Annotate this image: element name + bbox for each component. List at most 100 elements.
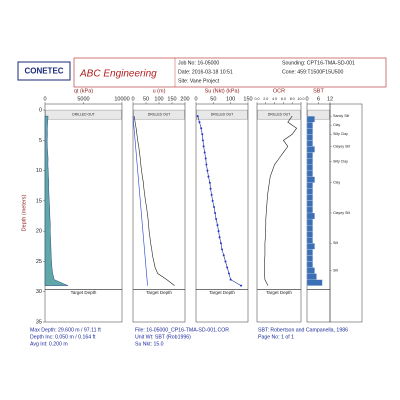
sbt-bar — [306, 255, 313, 262]
x-tick-label: 0.0 — [255, 97, 260, 101]
zone-label: Clayey Silt — [333, 144, 350, 148]
vane-point — [240, 284, 243, 287]
job: Job No: 16-05000 — [178, 60, 219, 66]
unit-wt: Unit Wt: SBT (Rob1996) — [135, 334, 191, 340]
sbt-bar — [306, 146, 315, 153]
sbt-ref: SBT: Robertson and Campanella, 1986 — [258, 327, 348, 333]
vane-point — [224, 260, 227, 263]
vane-point — [196, 115, 199, 118]
vane-point — [210, 193, 213, 196]
zone-label: Clay — [333, 181, 340, 185]
vane-point — [200, 127, 203, 130]
panel-title: OCR — [273, 88, 285, 94]
depth-tick-label: 30 — [36, 289, 42, 295]
target-label: Target Depth — [71, 290, 97, 295]
sbt-bar — [306, 218, 313, 226]
depth-tick-label: 10 — [36, 168, 42, 174]
vane-point — [206, 169, 209, 172]
x-tick-label: 2.0 — [263, 97, 268, 101]
sbt-bar — [306, 237, 313, 244]
vane-point — [213, 205, 216, 208]
vane-point — [208, 181, 211, 184]
date: Date: 2016-03-18 10:51 — [178, 69, 233, 75]
sbt-bar — [306, 231, 313, 238]
drilled-out-label: DRILLED OUT — [148, 112, 170, 116]
profile-line — [132, 116, 148, 286]
vane-point — [201, 139, 204, 142]
page-no: Page No: 1 of 1 — [258, 334, 294, 340]
sbt-bar — [306, 188, 313, 195]
vane-point — [211, 199, 214, 202]
depth-inc: Depth Inc: 0.050 m / 0.164 ft — [30, 334, 96, 340]
vane-point — [219, 242, 222, 245]
zone-label: Sandy Silt — [333, 114, 349, 118]
vane-point — [226, 266, 229, 269]
file: File: 16-05000_CP16-TMA-SD-001.COR — [135, 327, 229, 333]
sbt-bar — [306, 279, 323, 286]
vane-point — [217, 230, 220, 233]
vane-point — [227, 272, 230, 275]
panel — [256, 103, 302, 323]
su-nkt: Su Nkt: 15.0 — [135, 341, 164, 347]
panel-title: qt (kPa) — [74, 88, 93, 94]
zone-label: Silty Clay — [333, 159, 348, 163]
vane-point — [218, 236, 221, 239]
site: Site: Vane Project — [178, 78, 220, 84]
x-tick-label: 50 — [143, 96, 149, 102]
sounding: Sounding: CPT16-TMA-SD-001 — [282, 60, 355, 66]
x-tick-label: 0 — [131, 96, 134, 102]
drilled-out-label: DRILLED OUT — [211, 112, 233, 116]
x-tick-label: 50 — [210, 96, 216, 102]
vane-point — [216, 224, 219, 227]
sbt-bar — [306, 194, 313, 201]
panel-title: u (m) — [153, 88, 166, 94]
sbt-bar — [306, 249, 313, 256]
x-tick-label: 0 — [305, 96, 308, 102]
zone-label: Clay — [333, 123, 340, 127]
vane-point — [229, 278, 232, 281]
x-tick-label: 4.0 — [272, 97, 277, 101]
depth-tick-label: 5 — [39, 138, 42, 144]
sbt-bar — [306, 176, 315, 183]
logo-box — [17, 61, 71, 81]
zone-label: Silt — [333, 268, 338, 272]
drilled-out — [307, 109, 330, 120]
x-tick-label: 5000 — [77, 96, 89, 102]
x-tick-label: 100 — [154, 96, 163, 102]
x-tick-label: 0 — [194, 96, 197, 102]
vane-point — [203, 151, 206, 154]
sbt-bar — [306, 212, 315, 220]
vane-point — [198, 121, 201, 124]
x-tick-label: 150 — [167, 96, 176, 102]
vane-point — [204, 157, 207, 160]
qt-area — [44, 115, 69, 286]
zone-label: Silt — [333, 241, 338, 245]
profile-line — [134, 116, 175, 286]
drilled-out-label: DRILLED OUT — [72, 112, 94, 116]
sbt-bar — [306, 170, 313, 177]
company: ABC Engineering — [79, 69, 157, 80]
depth-tick-label: 35 — [36, 319, 42, 325]
vane-point — [222, 254, 225, 257]
drilled-out — [257, 109, 301, 120]
drilled-out — [133, 109, 185, 120]
x-tick-label: 10.0 — [298, 97, 305, 101]
target-label: Target Depth — [266, 290, 292, 295]
x-tick-label: 100 — [226, 96, 235, 102]
sbt-bar — [306, 243, 315, 250]
cone: Cone: 459:T1500F15U500 — [282, 69, 344, 75]
x-tick-label: 6 — [317, 96, 320, 102]
avg-int: Avg Int: 0.200 m — [30, 341, 68, 347]
sbt-bar — [306, 158, 313, 165]
depth-tick-label: 20 — [36, 229, 42, 235]
vane-point — [201, 133, 204, 136]
vane-point — [221, 248, 223, 251]
depth-tick-label: 25 — [36, 259, 42, 265]
panel-title: SBT — [313, 88, 324, 94]
vane-point — [209, 187, 212, 190]
drilled-out — [45, 109, 122, 120]
max-depth: Max Depth: 29.600 m / 97.11 ft — [30, 327, 101, 333]
sbt-bar — [306, 134, 313, 141]
x-tick-label: 12 — [327, 96, 333, 102]
